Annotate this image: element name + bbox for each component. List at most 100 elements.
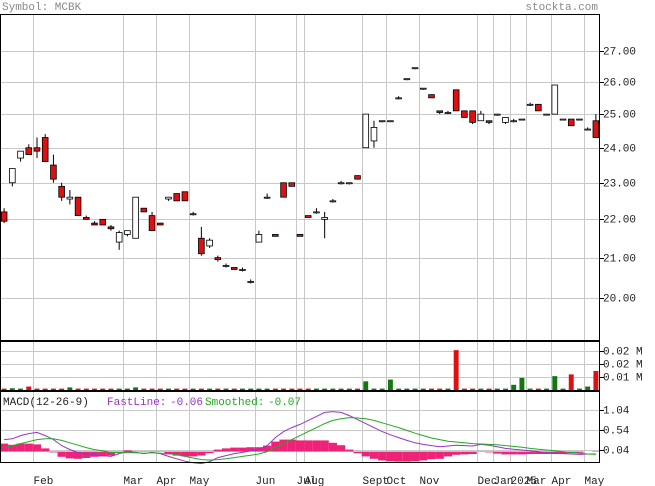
candle-body [576, 118, 583, 121]
macd-histogram-bar [164, 451, 173, 455]
macd-histogram-bar [386, 451, 395, 462]
candle-body [91, 222, 98, 226]
volume-bar [75, 388, 81, 390]
macd-histogram-bar [304, 440, 313, 452]
candle-body [74, 196, 82, 217]
x-tick-label: Jun [256, 476, 276, 486]
candle-body [354, 175, 361, 180]
macd-histogram-bar [295, 440, 305, 452]
volume-bar [330, 388, 336, 390]
volume-bar [576, 388, 582, 390]
candle-body [17, 150, 24, 159]
volume-bar [355, 388, 360, 390]
candle-body [25, 147, 33, 156]
volume-bar [272, 388, 278, 390]
volume-bar [116, 388, 122, 390]
candle-body [230, 267, 238, 270]
y-tick-label: 26.00 [603, 77, 636, 89]
volume-bar [420, 388, 426, 390]
grid-layer [0, 15, 604, 462]
volume-bar [338, 388, 344, 390]
legend-fastline: FastLine: [107, 397, 166, 409]
macd-histogram-bar [312, 440, 321, 452]
macd-histogram-bar [41, 448, 50, 452]
macd-line [4, 411, 596, 465]
candle-body [395, 97, 402, 100]
macd-histogram-bar [246, 447, 255, 452]
macd-histogram-bar [90, 451, 99, 457]
x-tick-label: Oct [387, 476, 407, 486]
volume-bar [190, 388, 196, 390]
volume-bar [371, 388, 377, 390]
candle-body [567, 118, 575, 127]
macd-histogram-bar [345, 449, 354, 452]
candle-body [140, 207, 148, 213]
candle-body [420, 87, 427, 90]
candle-body [304, 215, 312, 218]
x-tick-label: Jul [297, 476, 317, 486]
macd-histogram-bar [575, 451, 584, 453]
volume-bar [207, 388, 213, 390]
volume-bar [9, 388, 15, 390]
x-tick-label: Mar [527, 476, 547, 486]
candle-body [518, 118, 526, 121]
macd-histogram-bar [230, 447, 239, 452]
candle-body [288, 182, 296, 187]
volume-bar [305, 388, 311, 390]
symbol-title: Symbol: MCBK [2, 2, 82, 14]
volume-bar [248, 388, 254, 390]
volume-bar [503, 388, 508, 390]
candle-body [296, 234, 304, 237]
candle-body [551, 84, 559, 115]
volume-bar [166, 388, 171, 390]
candle-body [173, 193, 180, 202]
candle-body [263, 196, 271, 199]
volume-bar [67, 387, 73, 390]
candle-body [181, 191, 189, 202]
macd-histogram-bar [468, 451, 477, 454]
candle-body [156, 222, 164, 226]
candle-body [543, 113, 550, 116]
volume-bar [92, 388, 97, 390]
candle-body [535, 103, 542, 112]
volume-bar [494, 388, 500, 390]
macd-histogram-bar [65, 451, 74, 459]
volume-bar [363, 381, 369, 390]
volume-bar [519, 377, 525, 390]
candle-body [584, 128, 591, 131]
candle-body [165, 196, 172, 200]
macd-histogram-bar [16, 443, 25, 452]
volume-bar [486, 388, 492, 390]
candle-body [9, 168, 16, 184]
macd-histogram-bar [419, 451, 428, 461]
volume-bar [124, 388, 130, 390]
candle-body [510, 120, 517, 123]
volume-bar [437, 388, 443, 390]
volume-bar [346, 388, 352, 390]
candle-body [411, 67, 419, 70]
volume-bar [289, 388, 295, 390]
volume-bar [50, 388, 56, 390]
candle-body [124, 230, 131, 235]
macd-line [3, 417, 596, 461]
candle-body [115, 232, 123, 243]
candle-body [526, 103, 534, 106]
macd-histogram-bar [221, 448, 231, 452]
volume-bar [34, 388, 40, 390]
volume-bar [297, 388, 303, 390]
candle-body [370, 127, 378, 142]
macd-histogram-bar [320, 440, 329, 452]
x-tick-label: 2025 [511, 476, 537, 486]
volume-bar [429, 388, 434, 390]
candle-body [313, 211, 320, 214]
macd-histogram-bar [501, 451, 510, 455]
candle-body [148, 215, 156, 232]
volume-bar [231, 388, 237, 390]
candle-body [0, 211, 8, 222]
volume-bar [313, 388, 319, 390]
candle-body [346, 182, 353, 185]
candle-body [222, 265, 230, 267]
candle-body [83, 217, 90, 220]
y-tick-label: 0.01 M [603, 372, 643, 384]
candle-body [50, 164, 57, 180]
